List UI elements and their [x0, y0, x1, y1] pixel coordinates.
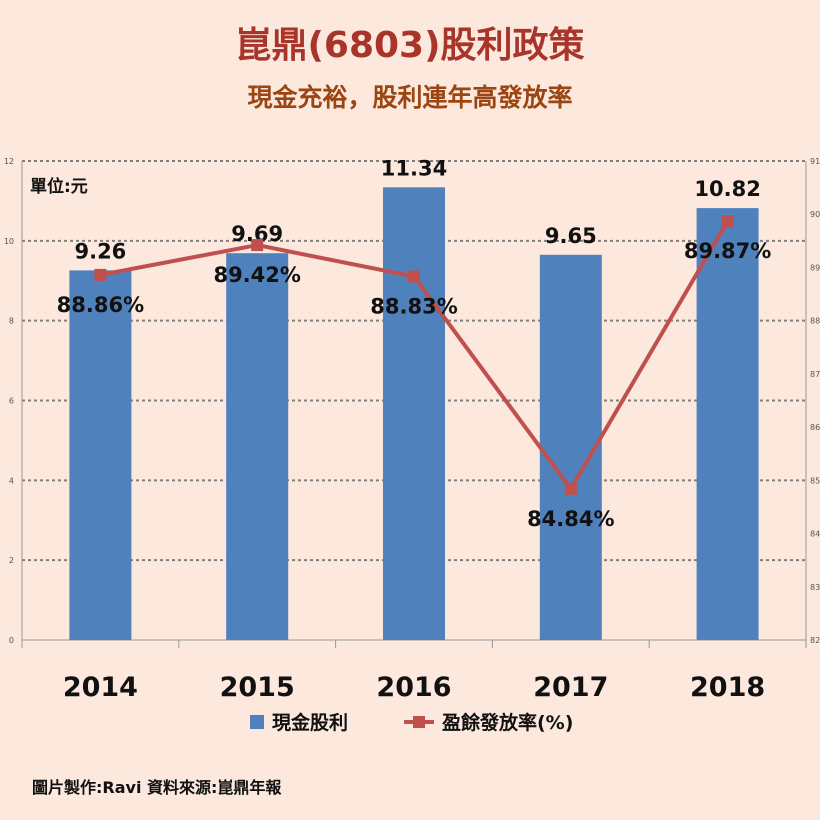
credits-text: 圖片製作:Ravi 資料來源:崑鼎年報: [32, 778, 282, 797]
bar-2017: [539, 254, 602, 640]
legend-label-dividend: 現金股利: [272, 712, 349, 734]
payout-point-2015: [251, 239, 264, 252]
payout-point-2014: [94, 268, 107, 281]
payout-point-2016: [408, 270, 420, 283]
y-left-tick-label: 6: [9, 397, 14, 406]
bar-2015: [226, 253, 289, 640]
legend-bar-swatch: [250, 714, 264, 729]
payout-value-label: 88.86%: [57, 293, 144, 317]
bar-2018: [696, 208, 759, 640]
y-right-tick-label: 87: [810, 370, 820, 379]
legend-line-swatch: [404, 715, 434, 728]
bar-2014: [69, 270, 132, 640]
y-right-tick-label: 82: [810, 636, 820, 645]
payout-point-2018: [721, 215, 734, 228]
legend-item-dividend: 現金股利: [250, 708, 348, 735]
payout-value-label: 88.83%: [370, 294, 457, 318]
bar-2016: [383, 187, 445, 640]
y-left-tick-label: 2: [9, 556, 14, 565]
legend-label-payout: 盈餘發放率(%): [442, 712, 574, 734]
x-tick-label: 2015: [220, 672, 295, 703]
bar-value-label: 9.26: [74, 239, 126, 263]
payout-value-label: 89.87%: [684, 239, 771, 263]
y-right-tick-label: 85: [810, 476, 820, 485]
chart-legend: 現金股利 盈餘發放率(%): [0, 708, 820, 738]
y-right-tick-label: 89: [810, 263, 820, 272]
y-right-tick-label: 90: [810, 210, 820, 219]
bar-value-label: 9.65: [545, 224, 597, 248]
y-left-tick-label: 4: [9, 476, 14, 485]
bar-value-label: 10.82: [694, 177, 760, 201]
y-right-tick-label: 91: [810, 157, 820, 166]
bar-value-label: 11.34: [381, 156, 447, 180]
y-right-tick-label: 83: [810, 583, 820, 592]
payout-value-label: 89.42%: [213, 263, 300, 287]
unit-label: 單位:元: [30, 177, 88, 197]
chart-title: 崑鼎(6803)股利政策: [235, 25, 585, 66]
y-left-tick-label: 10: [4, 237, 14, 246]
x-tick-label: 2016: [376, 672, 451, 703]
y-right-tick-label: 88: [810, 317, 820, 326]
y-right-tick-label: 84: [810, 530, 820, 539]
y-right-tick-label: 86: [810, 423, 820, 432]
x-tick-label: 2017: [533, 672, 608, 703]
y-left-tick-label: 8: [9, 317, 14, 326]
legend-item-payout: 盈餘發放率(%): [404, 708, 573, 735]
payout-value-label: 84.84%: [527, 507, 614, 531]
payout-point-2017: [564, 482, 577, 495]
y-left-tick-label: 12: [4, 157, 14, 166]
x-tick-label: 2014: [63, 672, 138, 703]
x-tick-label: 2018: [690, 672, 765, 703]
y-left-tick-label: 0: [9, 636, 14, 645]
chart-subtitle: 現金充裕，股利連年高發放率: [247, 83, 573, 112]
